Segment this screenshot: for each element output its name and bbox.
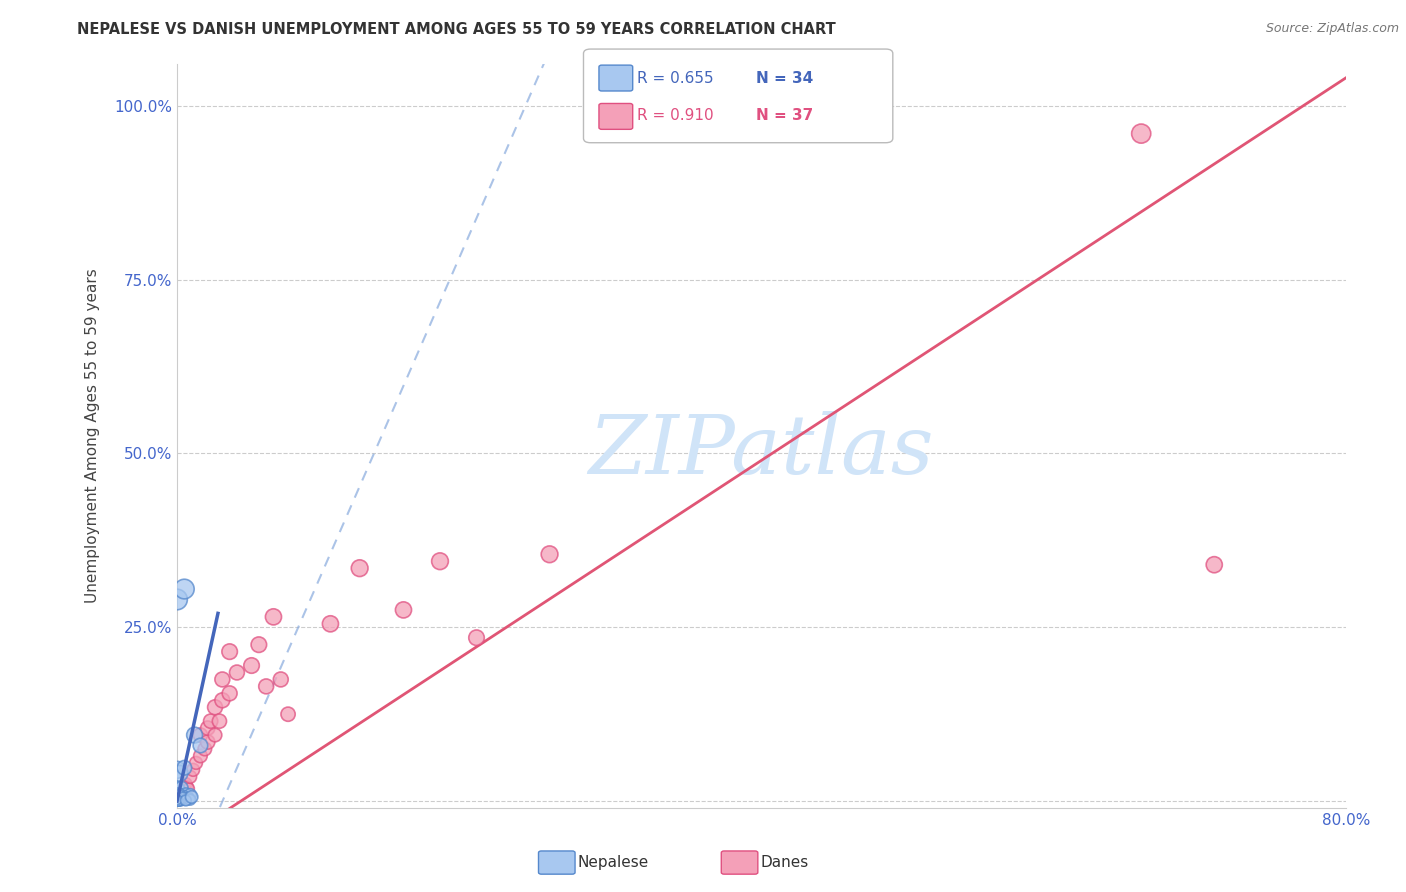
Point (174, 787, 197, 801)
Point (170, 792, 193, 806)
Point (167, 787, 190, 801)
Point (211, 673, 233, 687)
Point (204, 700, 226, 714)
Point (200, 714, 222, 728)
Point (226, 665, 249, 680)
Point (392, 603, 415, 617)
Point (208, 714, 231, 728)
Point (167, 794, 190, 808)
Point (172, 789, 194, 804)
Point (247, 638, 270, 652)
Point (538, 547, 561, 561)
Point (166, 781, 188, 796)
Point (1204, 558, 1226, 572)
Point (194, 742, 217, 756)
Point (270, 673, 292, 687)
Point (167, 783, 190, 797)
Point (179, 770, 201, 784)
Point (254, 679, 277, 693)
Point (190, 748, 212, 763)
Point (179, 793, 201, 807)
Point (277, 707, 299, 722)
Point (262, 610, 284, 624)
Point (167, 789, 190, 803)
Point (181, 763, 204, 777)
Point (169, 792, 191, 806)
Point (167, 793, 190, 807)
Point (349, 561, 371, 575)
Text: N = 34: N = 34 (756, 71, 814, 86)
Point (1130, 127, 1153, 141)
Point (173, 761, 195, 775)
Point (172, 786, 194, 800)
Point (167, 789, 190, 803)
Point (218, 645, 240, 659)
Point (211, 693, 233, 707)
Text: N = 37: N = 37 (756, 109, 814, 123)
Point (190, 739, 212, 753)
Text: ZIPatlas: ZIPatlas (589, 411, 934, 491)
Point (176, 780, 198, 795)
Point (184, 756, 207, 770)
Point (465, 631, 488, 645)
Point (177, 781, 200, 796)
Point (172, 793, 194, 807)
Point (170, 783, 193, 797)
Point (240, 658, 263, 673)
Point (174, 793, 197, 807)
Point (190, 728, 212, 742)
Point (183, 728, 205, 742)
Point (218, 686, 240, 700)
Point (180, 789, 202, 804)
Point (204, 728, 226, 742)
Point (197, 721, 219, 735)
Text: NEPALESE VS DANISH UNEMPLOYMENT AMONG AGES 55 TO 59 YEARS CORRELATION CHART: NEPALESE VS DANISH UNEMPLOYMENT AMONG AG… (77, 22, 837, 37)
Text: R = 0.910: R = 0.910 (637, 109, 713, 123)
Point (169, 766, 191, 780)
Text: Source: ZipAtlas.com: Source: ZipAtlas.com (1265, 22, 1399, 36)
Point (197, 735, 219, 749)
Point (179, 788, 201, 802)
Point (174, 777, 197, 791)
Text: Danes: Danes (761, 855, 808, 870)
Point (172, 790, 194, 805)
Point (166, 763, 188, 777)
Point (173, 582, 195, 596)
Point (169, 794, 191, 808)
Text: Nepalese: Nepalese (578, 855, 650, 870)
Point (166, 793, 188, 807)
Point (167, 794, 190, 808)
Point (169, 793, 191, 807)
Y-axis label: Unemployment Among Ages 55 to 59 years: Unemployment Among Ages 55 to 59 years (86, 268, 100, 604)
Point (167, 793, 190, 807)
Point (176, 792, 198, 806)
Point (167, 791, 190, 805)
Point (170, 780, 193, 795)
Point (166, 794, 188, 808)
Text: R = 0.655: R = 0.655 (637, 71, 713, 86)
Point (177, 791, 200, 805)
Point (429, 554, 451, 568)
Point (166, 592, 188, 607)
Point (319, 616, 342, 631)
Point (170, 793, 193, 807)
